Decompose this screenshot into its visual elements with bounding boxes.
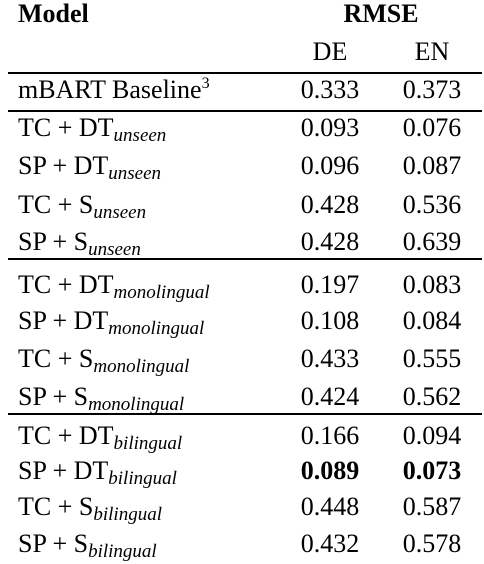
rule: [8, 258, 482, 260]
rmse-value: 0.094: [402, 421, 462, 450]
rmse-value: 0.587: [402, 492, 462, 521]
model-name: TC + DT: [18, 421, 114, 450]
model-subscript: bilingual: [88, 541, 157, 562]
model-cell: SP + DTbilingual: [18, 456, 177, 489]
model-subscript: unseen: [113, 125, 167, 146]
model-subscript: unseen: [88, 239, 141, 260]
rmse-value: 0.428: [300, 227, 360, 256]
model-subscript: monolingual: [108, 318, 205, 339]
model-subscript: bilingual: [108, 468, 177, 489]
model-header: Model: [18, 0, 89, 28]
model-name: TC + DT: [18, 270, 114, 299]
model-cell: TC + Sbilingual: [18, 492, 162, 525]
model-cell: TC + DTmonolingual: [18, 270, 210, 303]
rmse-value: 0.096: [300, 151, 360, 180]
rmse-value: 0.536: [402, 190, 462, 219]
rmse-value: 0.424: [300, 382, 360, 411]
model-cell: SP + Sbilingual: [18, 529, 157, 562]
rmse-value: 0.076: [402, 113, 462, 142]
rmse-value: 0.578: [402, 529, 462, 558]
rule: [8, 72, 482, 74]
rmse-value: 0.083: [402, 270, 462, 299]
rmse-value: 0.432: [300, 529, 360, 558]
rule: [8, 110, 482, 112]
model-cell: SP + Smonolingual: [18, 382, 184, 415]
rmse-value: 0.373: [402, 75, 462, 104]
rmse-value: 0.197: [300, 270, 360, 299]
model-cell: SP + DTunseen: [18, 151, 161, 184]
model-cell: TC + Sunseen: [18, 190, 146, 223]
rmse-value: 0.084: [402, 306, 462, 335]
model-name: TC + S: [18, 492, 94, 521]
model-cell: TC + Smonolingual: [18, 344, 189, 377]
model-name: SP + DT: [18, 151, 109, 180]
model-name: TC + S: [18, 344, 94, 373]
model-subscript: unseen: [93, 202, 147, 223]
rmse-value: 0.639: [402, 227, 462, 256]
model-name: SP + DT: [18, 456, 109, 485]
model-subscript: bilingual: [113, 433, 183, 454]
rmse-value: 0.555: [402, 344, 462, 373]
model-name: SP + S: [18, 227, 89, 256]
footnote-mark: 3: [201, 75, 210, 92]
model-name: mBART Baseline: [18, 75, 202, 104]
model-name: SP + DT: [18, 306, 109, 335]
model-cell: SP + Sunseen: [18, 227, 141, 260]
rmse-value: 0.428: [300, 190, 360, 219]
rmse-value: 0.089: [300, 456, 360, 485]
model-cell: TC + DTunseen: [18, 113, 166, 146]
rule: [8, 413, 482, 415]
model-name: SP + S: [18, 382, 89, 411]
rmse-value: 0.087: [402, 151, 462, 180]
model-cell: mBART Baseline3: [18, 75, 210, 104]
rmse-value: 0.562: [402, 382, 462, 411]
rmse-value: 0.166: [300, 421, 360, 450]
column-header: EN: [414, 37, 450, 66]
rmse-value: 0.448: [300, 492, 360, 521]
column-header: DE: [312, 37, 348, 66]
model-subscript: unseen: [108, 163, 162, 184]
model-subscript: monolingual: [93, 356, 190, 377]
model-subscript: monolingual: [88, 394, 185, 415]
metric-header: RMSE: [343, 0, 419, 28]
rmse-value: 0.093: [300, 113, 360, 142]
model-cell: SP + DTmonolingual: [18, 306, 204, 339]
model-name: TC + DT: [18, 113, 114, 142]
rmse-value: 0.333: [300, 75, 360, 104]
model-subscript: monolingual: [113, 282, 210, 303]
model-name: TC + S: [18, 190, 94, 219]
rmse-value: 0.108: [300, 306, 360, 335]
rmse-value: 0.433: [300, 344, 360, 373]
rmse-value: 0.073: [402, 456, 462, 485]
model-subscript: bilingual: [93, 504, 162, 525]
model-name: SP + S: [18, 529, 89, 558]
model-cell: TC + DTbilingual: [18, 421, 182, 454]
